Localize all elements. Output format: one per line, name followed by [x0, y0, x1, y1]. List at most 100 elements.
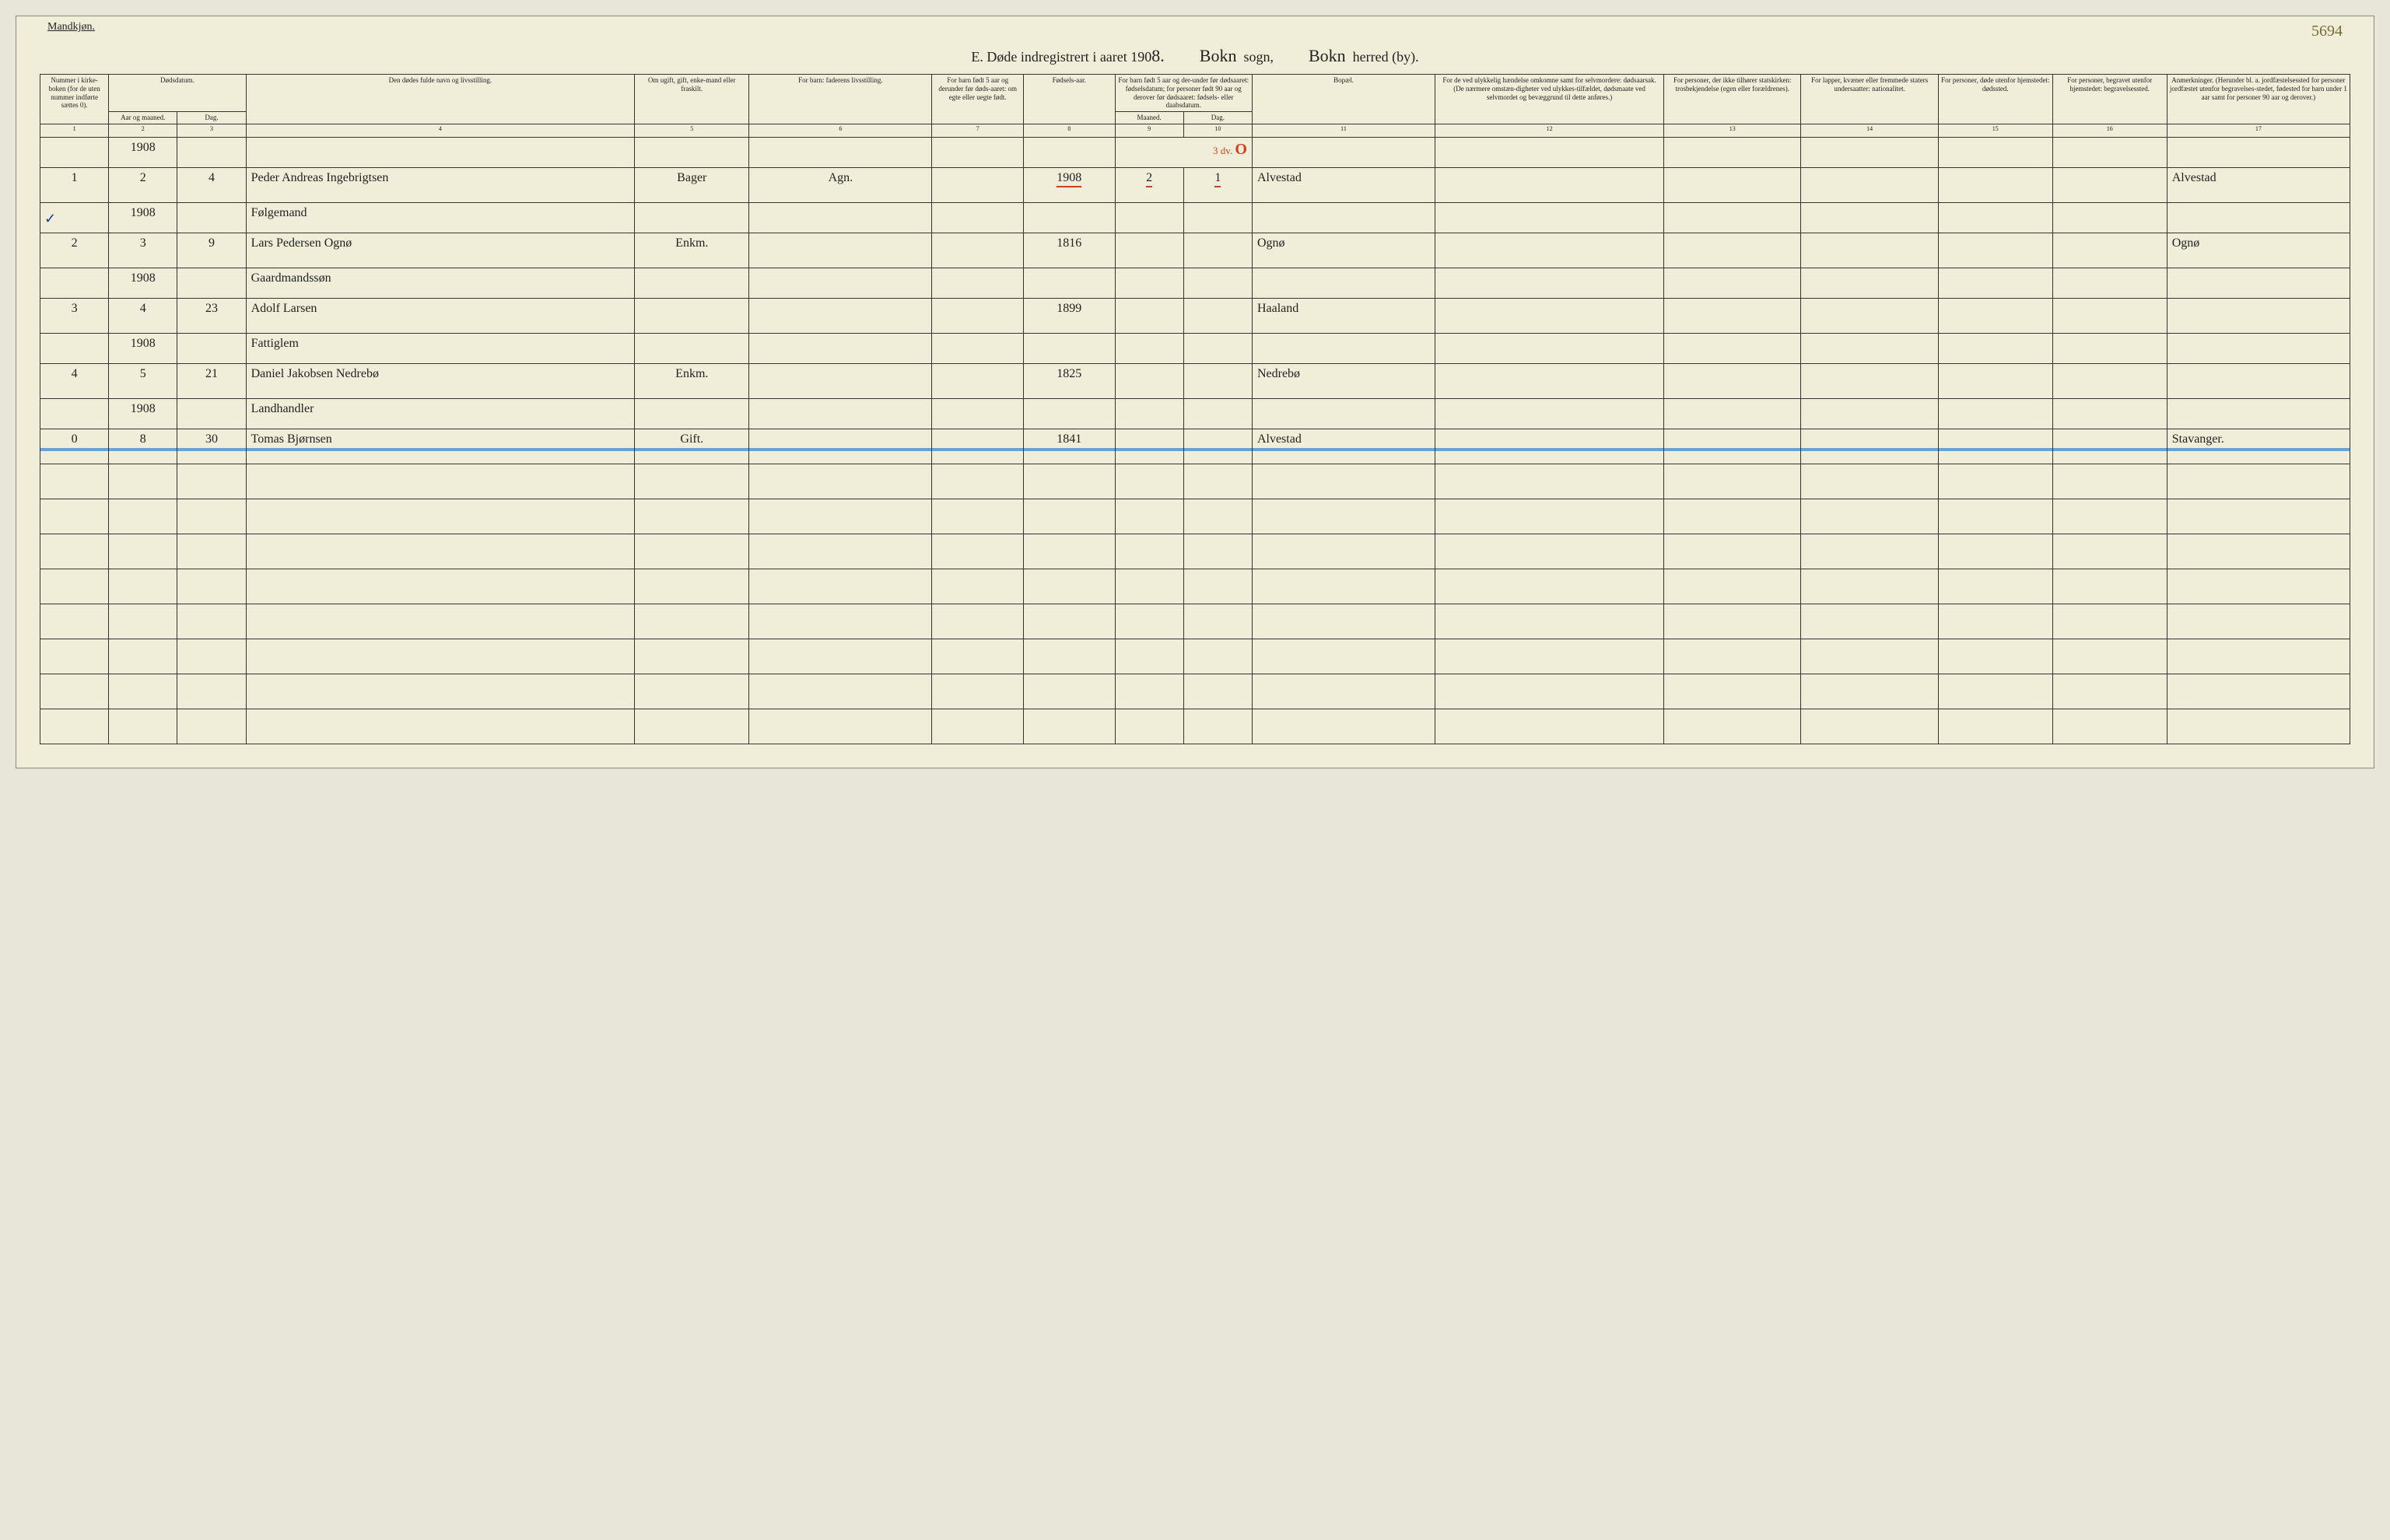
hdr-6: For barn: faderens livsstilling.	[749, 75, 932, 124]
sogn-label: sogn,	[1243, 49, 1274, 65]
hdr-5: Om ugift, gift, enke-mand eller fraskilt…	[635, 75, 749, 124]
table-row: 4 5 21 Daniel Jakobsen Nedrebø Enkm. 182…	[40, 363, 2350, 398]
table-row-struck: 0 8 30 Tomas Bjørnsen Gift. 1841 Alvesta…	[40, 429, 2350, 464]
sogn-value: Bokn	[1200, 46, 1237, 65]
register-table: Nummer i kirke-boken (for de uten nummer…	[40, 74, 2350, 744]
coln: 8	[1024, 124, 1116, 137]
hdr-11: Bopæl.	[1252, 75, 1435, 124]
coln: 3	[177, 124, 246, 137]
sub-year: 1908	[109, 268, 177, 298]
hdr-9top: For barn født 5 aar og der-under før død…	[1115, 75, 1252, 112]
table-body: 1908 3 dv. O 1 2 4 Peder Andreas Ingebri…	[40, 137, 2350, 464]
birthyear-underlined: 1908	[1057, 171, 1081, 187]
cell-birthyear: 1899	[1024, 298, 1116, 333]
cell-month: 2	[109, 167, 177, 202]
title-line: E. Døde indregistrert i aaret 1908. Bokn…	[40, 46, 2350, 66]
coln: 17	[2167, 124, 2350, 137]
cell-bd: 1	[1183, 167, 1252, 202]
coln: 4	[246, 124, 635, 137]
cell-num: 3	[40, 298, 109, 333]
cell-status: Enkm.	[635, 363, 749, 398]
year-row: 1908 3 dv. O	[40, 137, 2350, 167]
cell-birthyear: 1825	[1024, 363, 1116, 398]
table-row: 3 4 23 Adolf Larsen 1899 Haaland	[40, 298, 2350, 333]
cell-name: Tomas Bjørnsen	[246, 429, 635, 464]
cell-name: Daniel Jakobsen Nedrebø	[246, 363, 635, 398]
hdr-8: Fødsels-aar.	[1024, 75, 1116, 124]
sub-occ: Fattiglem	[246, 333, 635, 363]
table-subrow: 1908 Følgemand	[40, 202, 2350, 233]
cell-status: Gift.	[635, 429, 749, 464]
cell-place: Alvestad	[1252, 429, 1435, 464]
sub-occ: Gaardmandssøn	[246, 268, 635, 298]
cell-month: 8	[109, 429, 177, 464]
cell-num: 1	[40, 167, 109, 202]
cell-status: Bager	[635, 167, 749, 202]
cell-birthyear: 1908	[1024, 167, 1116, 202]
herred-label: herred (by).	[1353, 49, 1419, 65]
hdr-4: Den dødes fulde navn og livsstilling.	[246, 75, 635, 124]
cell-day: 9	[177, 233, 246, 268]
cell-name: Lars Pedersen Ognø	[246, 233, 635, 268]
sub-year: 1908	[109, 202, 177, 233]
hdr-2: Aar og maaned.	[109, 112, 177, 124]
cell-num: 2	[40, 233, 109, 268]
herred-value: Bokn	[1309, 46, 1346, 65]
cell-month: 3	[109, 233, 177, 268]
table-header: Nummer i kirke-boken (for de uten nummer…	[40, 75, 2350, 138]
cell-name: Peder Andreas Ingebrigtsen	[246, 167, 635, 202]
hdr-1: Nummer i kirke-boken (for de uten nummer…	[40, 75, 109, 124]
hdr-16: For personer, begravet utenfor hjemstede…	[2052, 75, 2167, 124]
table-subrow: 1908 Landhandler	[40, 398, 2350, 429]
red-zero: O	[1235, 141, 1247, 158]
cell-month: 4	[109, 298, 177, 333]
overwrite-note: 3 dv. O	[1115, 137, 1252, 167]
bd-underlined: 1	[1214, 171, 1221, 187]
column-numbers: 1 2 3 4 5 6 7 8 9 10 11 12 13 14 15 16 1…	[40, 124, 2350, 137]
cell-birthyear: 1816	[1024, 233, 1116, 268]
coln: 10	[1183, 124, 1252, 137]
hdr-17: Anmerkninger. (Herunder bl. a. jordfæste…	[2167, 75, 2350, 124]
empty-rows	[40, 464, 2350, 744]
sub-year: 1908	[109, 398, 177, 429]
table-row: 1 2 4 Peder Andreas Ingebrigtsen Bager A…	[40, 167, 2350, 202]
cell-place: Alvestad	[1252, 167, 1435, 202]
register-page: Mandkjøn. 5694 E. Døde indregistrert i a…	[16, 16, 2374, 768]
page-number: 5694	[2311, 23, 2343, 40]
coln: 1	[40, 124, 109, 137]
cell-remark: Alvestad	[2167, 167, 2350, 202]
cell-month: 5	[109, 363, 177, 398]
bm-underlined: 2	[1146, 171, 1152, 187]
cell-remark: Stavanger.	[2167, 429, 2350, 464]
coln: 5	[635, 124, 749, 137]
cell-place: Nedrebø	[1252, 363, 1435, 398]
hdr-15: For personer, døde utenfor hjemstedet: d…	[1938, 75, 2052, 124]
checkmark-icon: ✓	[44, 211, 56, 227]
coln: 6	[749, 124, 932, 137]
hdr-13: For personer, der ikke tilhører statskir…	[1664, 75, 1801, 124]
overwrite-text: 3 dv.	[1213, 145, 1232, 156]
cell-father: Agn.	[749, 167, 932, 202]
cell-day: 21	[177, 363, 246, 398]
table-row: 2 3 9 Lars Pedersen Ognø Enkm. 1816 Ognø…	[40, 233, 2350, 268]
cell-birthyear: 1841	[1024, 429, 1116, 464]
coln: 7	[932, 124, 1024, 137]
coln: 14	[1801, 124, 1938, 137]
table-subrow: 1908 Fattiglem	[40, 333, 2350, 363]
hdr-10: Dag.	[1183, 112, 1252, 124]
sub-occ: Følgemand	[246, 202, 635, 233]
hdr-3: Dag.	[177, 112, 246, 124]
cell-num: 4	[40, 363, 109, 398]
hdr-7: For barn født 5 aar og derunder før døds…	[932, 75, 1024, 124]
cell-bm: 2	[1115, 167, 1183, 202]
hdr-2top: Dødsdatum.	[109, 75, 246, 112]
cell-place: Haaland	[1252, 298, 1435, 333]
coln: 9	[1115, 124, 1183, 137]
cell-day: 23	[177, 298, 246, 333]
cell-name: Adolf Larsen	[246, 298, 635, 333]
coln: 2	[109, 124, 177, 137]
coln: 16	[2052, 124, 2167, 137]
gender-label: Mandkjøn.	[47, 21, 95, 33]
hdr-9: Maaned.	[1115, 112, 1183, 124]
coln: 11	[1252, 124, 1435, 137]
